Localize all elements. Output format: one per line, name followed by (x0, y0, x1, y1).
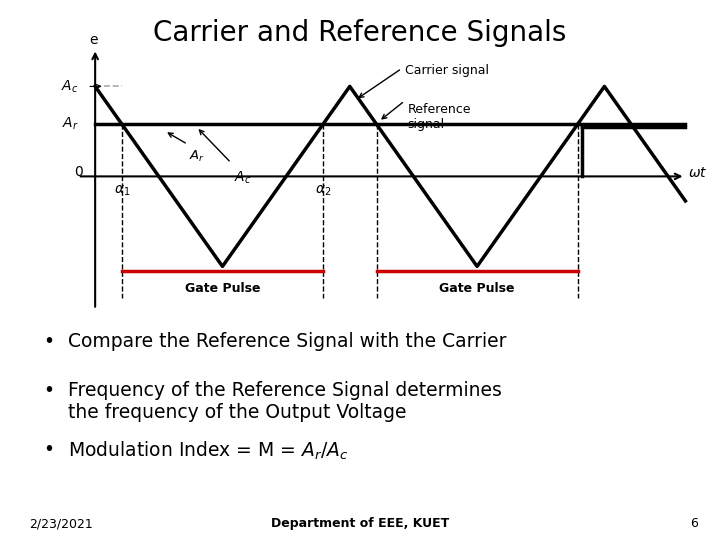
Text: $A_r$: $A_r$ (189, 149, 205, 164)
Text: $\alpha_2$: $\alpha_2$ (315, 184, 331, 198)
Text: $A_r$: $A_r$ (62, 116, 79, 132)
Text: Carrier signal: Carrier signal (405, 64, 489, 77)
Text: Frequency of the Reference Signal determines
the frequency of the Output Voltage: Frequency of the Reference Signal determ… (68, 381, 503, 422)
Text: $A_c$: $A_c$ (234, 169, 251, 186)
Text: Gate Pulse: Gate Pulse (185, 282, 260, 295)
Text: •: • (43, 332, 54, 351)
Text: Department of EEE, KUET: Department of EEE, KUET (271, 517, 449, 530)
Text: e: e (90, 33, 98, 47)
Text: Gate Pulse: Gate Pulse (439, 282, 515, 295)
Text: $\alpha_1$: $\alpha_1$ (114, 184, 130, 198)
Text: 0: 0 (73, 165, 82, 179)
Text: Reference
signal: Reference signal (408, 103, 471, 131)
Text: Modulation Index = M = $A_r$/$A_c$: Modulation Index = M = $A_r$/$A_c$ (68, 440, 348, 462)
Text: Compare the Reference Signal with the Carrier: Compare the Reference Signal with the Ca… (68, 332, 507, 351)
Text: 2/23/2021: 2/23/2021 (29, 517, 93, 530)
Text: $\omega t$: $\omega t$ (688, 166, 708, 180)
Text: •: • (43, 440, 54, 459)
Text: 6: 6 (690, 517, 698, 530)
Text: Carrier and Reference Signals: Carrier and Reference Signals (153, 19, 567, 47)
Text: •: • (43, 381, 54, 400)
Text: $A_c$: $A_c$ (61, 78, 79, 94)
